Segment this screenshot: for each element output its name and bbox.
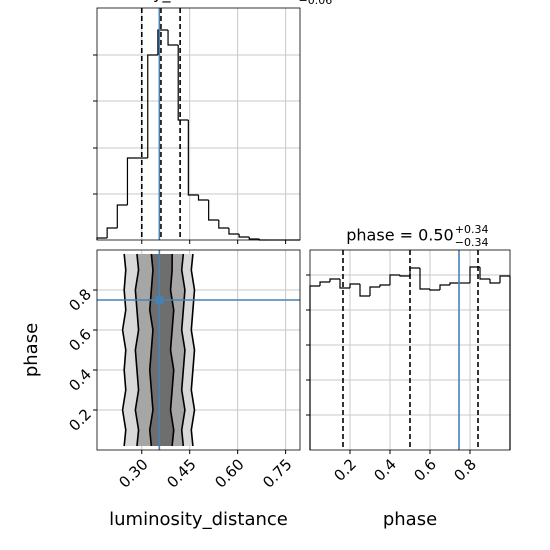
contour-line: [169, 254, 175, 447]
hist-bin: [479, 267, 490, 280]
x-tick-label: 0.60: [211, 455, 247, 491]
hist-bin: [469, 266, 480, 283]
truth-marker: [155, 296, 164, 304]
hist-bin: [187, 120, 199, 196]
hist-bin: [157, 29, 169, 55]
hist-bin: [369, 286, 380, 296]
panel-frame: [96, 249, 301, 451]
hist-bin: [208, 200, 219, 221]
panel-title: luminosity_distance = 0.36: [79, 0, 297, 4]
hist-bin: [197, 195, 209, 201]
contour-line: [190, 253, 196, 447]
y-tick-label: 0.6: [65, 325, 95, 355]
contour-line: [134, 253, 140, 447]
title-plus: +0.34: [455, 223, 489, 236]
hist-bin: [319, 281, 330, 286]
hist-bin: [499, 275, 510, 283]
hist-bin: [399, 275, 410, 277]
hist-bin: [339, 279, 350, 289]
x-tick-label: 0.2: [330, 455, 360, 485]
hist-bin: [218, 220, 229, 229]
title-minus: −0.34: [455, 236, 489, 249]
x-tick-label: 0.45: [163, 455, 199, 491]
hist-bin: [439, 284, 450, 290]
hist-bin: [359, 284, 370, 297]
y-tick-label: 0.8: [65, 285, 95, 315]
hist-bin: [329, 278, 340, 282]
hist-bin: [238, 234, 250, 238]
y-axis-label: phase: [21, 323, 42, 377]
hist-bin: [449, 282, 460, 285]
y-tick-label: 0.2: [65, 405, 95, 435]
x-axis-label: luminosity_distance: [109, 509, 288, 530]
hist-bin: [379, 284, 390, 287]
hist-bin: [167, 30, 179, 46]
hist-bin: [248, 237, 260, 240]
hist-bin: [116, 204, 128, 228]
contour-line: [121, 253, 127, 447]
hist-bin: [429, 289, 440, 291]
hist-bin: [126, 157, 138, 205]
panel-title: phase = 0.50: [346, 226, 453, 245]
x-tick-label: 0.8: [450, 455, 480, 485]
hist-bin: [389, 274, 400, 285]
contour-line: [148, 253, 154, 447]
hist-bin: [147, 54, 158, 158]
hist-bin: [309, 285, 320, 450]
hist-bin: [489, 279, 500, 284]
hist-bin: [419, 268, 430, 290]
hist-bin: [106, 227, 118, 238]
y-tick-label: 0.4: [65, 365, 95, 395]
panel-frame: [96, 7, 301, 241]
x-tick-label: 0.30: [115, 455, 151, 491]
x-tick-label: 0.75: [259, 455, 295, 491]
hist-bin: [349, 283, 360, 288]
title-minus: −0.06: [299, 0, 333, 7]
hist-bin: [177, 45, 189, 121]
panel-frame: [309, 249, 511, 451]
x-axis-label: phase: [383, 509, 437, 530]
x-tick-label: 0.4: [370, 455, 400, 485]
contour-line: [180, 253, 186, 447]
hist-bin: [228, 228, 240, 235]
x-tick-label: 0.6: [410, 455, 440, 485]
